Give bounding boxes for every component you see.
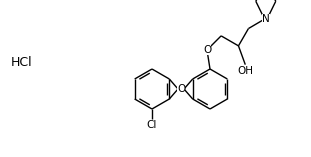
Text: Cl: Cl bbox=[147, 120, 157, 130]
Text: O: O bbox=[177, 84, 185, 94]
Text: O: O bbox=[203, 45, 211, 55]
Text: OH: OH bbox=[237, 66, 253, 76]
Text: N: N bbox=[262, 14, 270, 24]
Text: HCl: HCl bbox=[11, 56, 33, 68]
